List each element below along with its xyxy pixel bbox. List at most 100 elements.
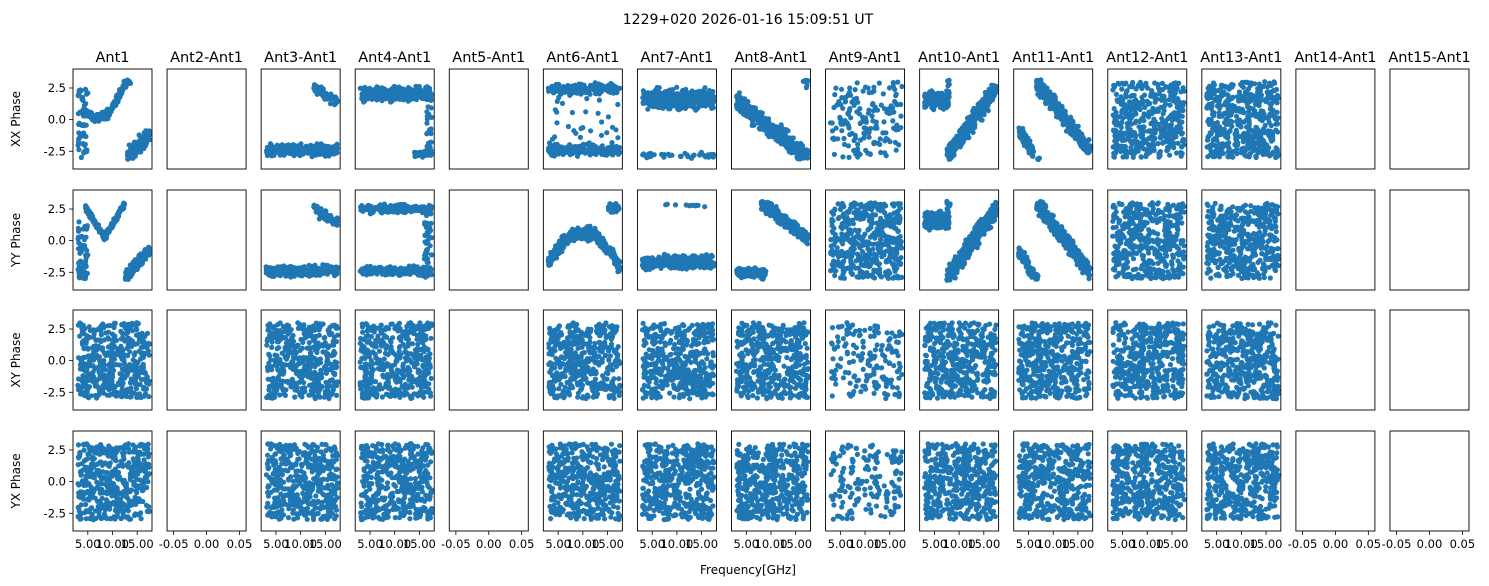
- data-point: [667, 87, 673, 93]
- data-point: [279, 142, 285, 148]
- data-point: [581, 82, 587, 88]
- panel-ant15-ant1-xx-phase: Ant15-Ant1: [1388, 50, 1471, 170]
- data-point: [1234, 151, 1240, 157]
- data-point: [1174, 85, 1180, 91]
- data-point: [1112, 143, 1118, 149]
- data-point: [1206, 121, 1212, 127]
- data-point: [83, 133, 89, 140]
- data-point: [309, 150, 315, 156]
- data-point: [372, 92, 378, 98]
- data-point: [851, 137, 857, 144]
- data-point: [849, 130, 855, 136]
- data-point: [699, 93, 705, 99]
- data-point: [596, 91, 602, 97]
- data-point: [1161, 108, 1167, 114]
- data-point: [896, 142, 902, 148]
- data-point: [89, 216, 95, 223]
- data-point: [1129, 114, 1135, 120]
- data-point: [878, 102, 884, 108]
- panel-ant14-ant1-xx-phase: Ant14-Ant1: [1294, 50, 1377, 170]
- data-point: [1124, 113, 1130, 120]
- data-point: [1179, 144, 1185, 150]
- data-point: [955, 141, 961, 147]
- data-point: [1209, 141, 1215, 148]
- data-point: [697, 98, 703, 104]
- data-point: [134, 257, 140, 263]
- data-point: [1130, 79, 1136, 86]
- data-point: [829, 120, 835, 126]
- data-point: [1211, 110, 1217, 116]
- y-tick-label: 2.5: [48, 202, 66, 216]
- data-point: [898, 113, 904, 119]
- data-point: [946, 151, 952, 157]
- data-point: [1139, 94, 1145, 100]
- data-point: [1224, 112, 1230, 118]
- data-point: [617, 85, 623, 91]
- data-point: [1248, 92, 1254, 98]
- data-point: [1234, 94, 1240, 100]
- data-point: [940, 97, 946, 103]
- data-point: [407, 89, 413, 95]
- panel-ant1-yy-phase: -2.50.02.5: [44, 189, 153, 291]
- data-point: [1223, 121, 1229, 128]
- data-point: [662, 98, 668, 104]
- data-point: [677, 97, 683, 103]
- data-point: [1119, 107, 1125, 114]
- data-point: [76, 260, 82, 266]
- data-point: [1240, 84, 1246, 90]
- data-point: [1246, 134, 1252, 140]
- data-point: [588, 128, 594, 134]
- data-point: [741, 107, 748, 113]
- y-tick-label: 0.0: [48, 113, 66, 127]
- data-point: [683, 90, 689, 96]
- data-point: [129, 271, 135, 277]
- data-point: [867, 151, 873, 157]
- column-title-ant2-ant1: Ant2-Ant1: [170, 50, 243, 66]
- data-point: [1211, 82, 1217, 88]
- data-point: [1221, 129, 1227, 135]
- data-point: [1139, 133, 1145, 139]
- data-point: [1142, 104, 1148, 110]
- data-point: [117, 207, 123, 214]
- data-point: [839, 128, 845, 134]
- data-point: [81, 150, 87, 156]
- data-point: [565, 123, 572, 130]
- data-point: [1150, 128, 1156, 134]
- data-point: [572, 82, 578, 88]
- data-point: [961, 138, 967, 144]
- data-point: [1226, 129, 1232, 135]
- x-axis-label: Frequency[GHz]: [700, 563, 796, 577]
- data-point: [1260, 138, 1267, 144]
- data-point: [598, 132, 605, 138]
- data-point: [1225, 149, 1231, 155]
- data-point: [379, 98, 385, 104]
- data-point: [118, 86, 124, 92]
- data-point: [836, 99, 842, 105]
- data-point: [738, 95, 744, 101]
- data-point: [792, 146, 798, 152]
- data-point: [1151, 136, 1157, 142]
- data-point: [1166, 97, 1172, 103]
- data-point: [891, 125, 897, 131]
- data-point: [593, 151, 599, 157]
- data-point: [967, 123, 973, 129]
- data-point: [982, 89, 988, 96]
- data-point: [1258, 108, 1264, 114]
- data-point: [310, 143, 316, 149]
- data-point: [300, 151, 306, 157]
- data-point: [866, 128, 872, 134]
- data-point: [1208, 94, 1214, 101]
- data-point: [613, 146, 619, 152]
- panel-ant1-xx-phase: Ant1-2.50.02.5: [44, 50, 153, 170]
- data-point: [1172, 90, 1178, 97]
- data-point: [595, 110, 601, 116]
- data-point: [838, 86, 845, 92]
- data-point: [608, 151, 614, 157]
- data-point: [424, 131, 430, 137]
- data-point: [94, 116, 100, 123]
- column-title-ant11-ant1: Ant11-Ant1: [1012, 50, 1094, 66]
- data-point: [1160, 140, 1166, 146]
- data-point: [584, 141, 590, 147]
- data-point: [1039, 84, 1046, 90]
- data-point: [1232, 131, 1238, 137]
